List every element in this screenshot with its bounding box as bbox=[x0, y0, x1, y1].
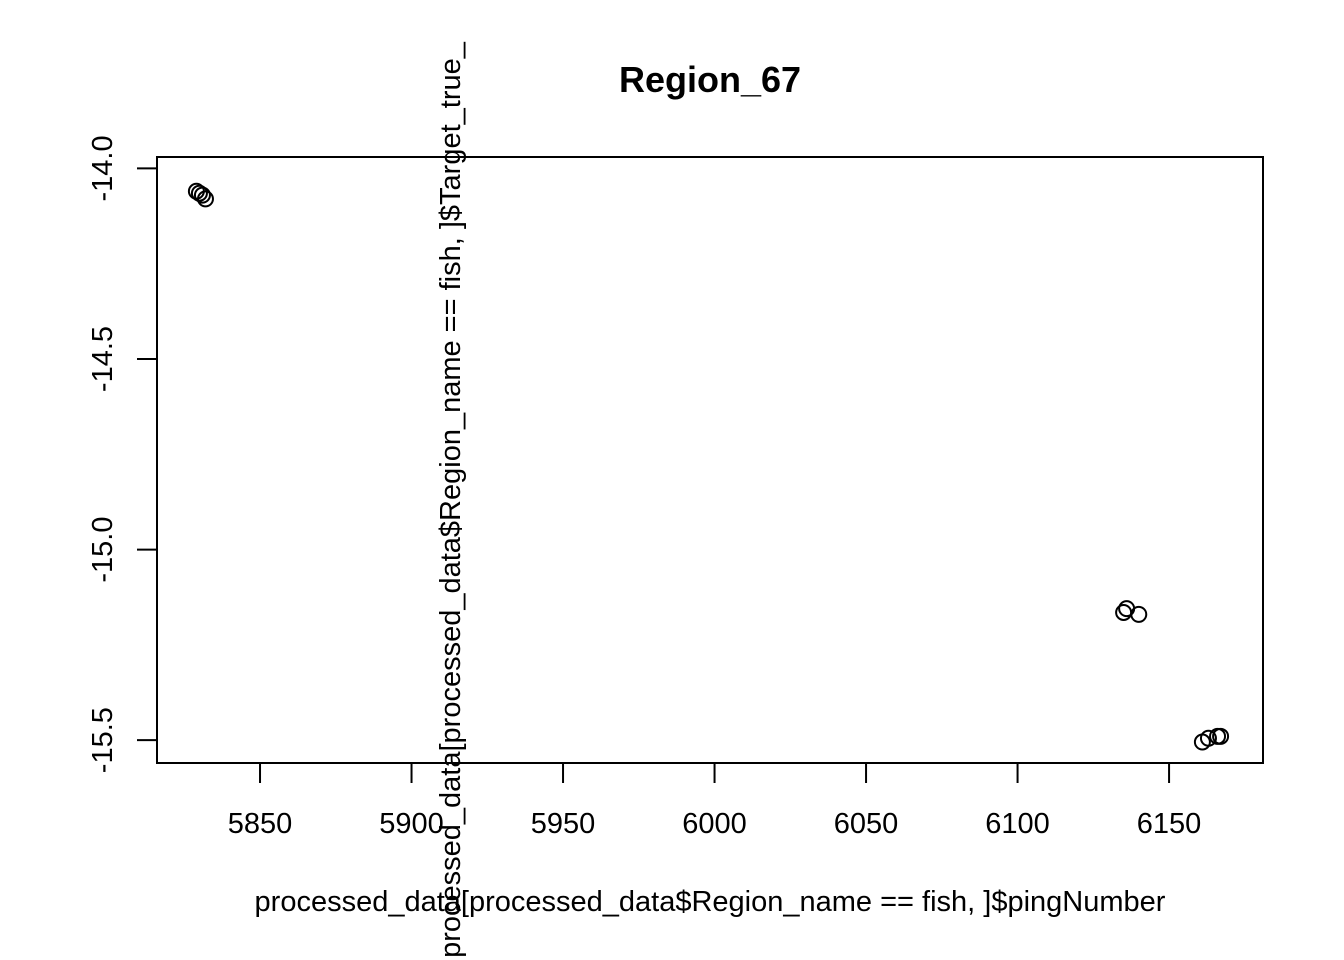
y-tick-label: -14.5 bbox=[87, 326, 119, 392]
x-axis: 5850 5900 5950 6000 6050 6100 6150 bbox=[228, 762, 1202, 840]
plot-frame bbox=[156, 156, 1264, 764]
data-point bbox=[190, 184, 208, 202]
y-tick-label: -14.0 bbox=[87, 135, 119, 201]
data-point bbox=[1212, 727, 1230, 745]
data-point bbox=[1130, 605, 1148, 623]
chart-title: Region_67 bbox=[619, 59, 801, 100]
x-tick-label: 6050 bbox=[834, 808, 899, 840]
x-tick-label: 5850 bbox=[228, 808, 293, 840]
x-tick-label: 5950 bbox=[531, 808, 596, 840]
y-axis-label: processed_data[processed_data$Region_nam… bbox=[435, 41, 467, 958]
x-axis-label: processed_data[processed_data$Region_nam… bbox=[255, 886, 1166, 918]
data-points bbox=[187, 182, 1230, 751]
data-point bbox=[196, 190, 214, 208]
data-point bbox=[1199, 729, 1217, 747]
x-tick-label: 6150 bbox=[1137, 808, 1202, 840]
x-tick-label: 5900 bbox=[379, 808, 444, 840]
y-tick-label: -15.0 bbox=[87, 517, 119, 583]
x-tick-label: 6100 bbox=[985, 808, 1050, 840]
y-axis: -14.0 -14.5 -15.0 -15.5 bbox=[87, 135, 158, 773]
x-tick-label: 6000 bbox=[682, 808, 747, 840]
y-tick-label: -15.5 bbox=[87, 707, 119, 773]
data-point bbox=[193, 186, 211, 204]
